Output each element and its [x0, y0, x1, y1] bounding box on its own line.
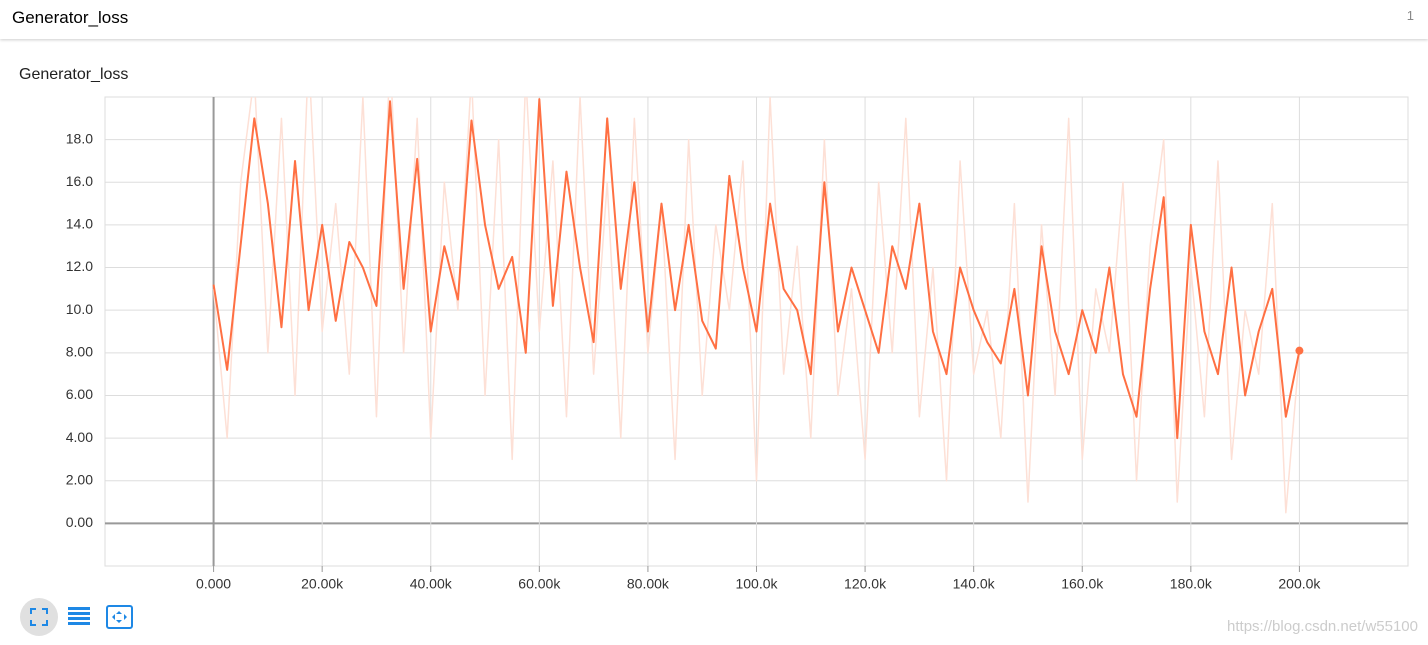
reset-button[interactable] [106, 605, 133, 629]
x-tick-label: 40.00k [410, 576, 453, 592]
y-tick-label: 4.00 [66, 429, 93, 445]
fit-button[interactable] [20, 598, 58, 636]
y-tick-label: 6.00 [66, 386, 93, 402]
header: Generator_loss 1 [0, 0, 1428, 39]
header-count: 1 [1406, 8, 1414, 23]
x-tick-label: 60.00k [518, 576, 561, 592]
line-series [212, 98, 1301, 440]
y-tick-label: 2.00 [66, 471, 93, 487]
header-title: Generator_loss [12, 8, 129, 27]
x-tick-label: 80.00k [627, 576, 670, 592]
y-tick-label: 8.00 [66, 344, 93, 360]
y-tick-label: 14.0 [66, 216, 93, 232]
y-tick-label: 18.0 [66, 130, 93, 146]
y-tick-label: 12.0 [66, 258, 93, 274]
x-tick-label: 0.000 [196, 576, 231, 592]
x-tick-label: 200.0k [1278, 576, 1321, 592]
x-tick-label: 140.0k [953, 576, 996, 592]
x-tick-label: 180.0k [1170, 576, 1213, 592]
watermark: https://blog.csdn.net/w55100 [1227, 618, 1418, 635]
y-tick-label: 16.0 [66, 173, 93, 189]
x-tick-label: 20.00k [301, 576, 344, 592]
x-tick-label: 100.0k [735, 576, 778, 592]
last-point [1295, 346, 1304, 355]
y-tick-label: 0.00 [66, 514, 93, 530]
x-tick-label: 160.0k [1061, 576, 1104, 592]
log-scale-button[interactable] [68, 607, 90, 625]
y-tick-label: 10.0 [66, 301, 93, 317]
chart-title: Generator_loss [19, 66, 128, 83]
x-tick-label: 120.0k [844, 576, 887, 592]
plot-area [212, 97, 1301, 514]
